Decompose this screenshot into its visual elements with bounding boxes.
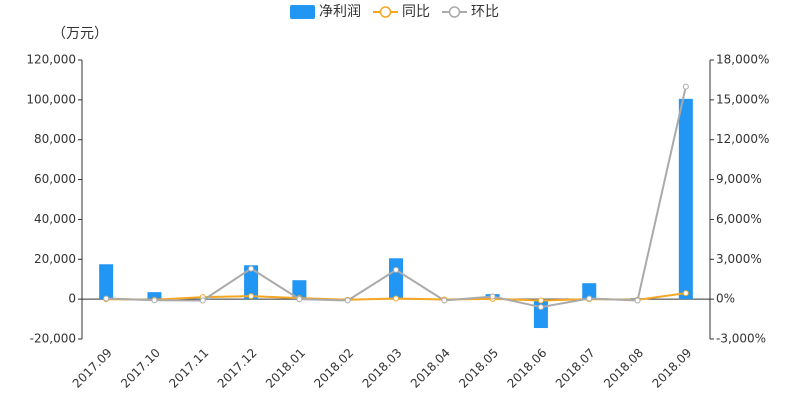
y2ticks-label: -3,000% xyxy=(716,332,766,346)
legend-swatch xyxy=(290,5,315,19)
line-point xyxy=(682,290,689,297)
x-tick-label: 2018.04 xyxy=(408,346,453,391)
legend-label: 同比 xyxy=(402,4,430,20)
yticks-label: 80,000 xyxy=(34,132,76,146)
x-tick-label: 2017.09 xyxy=(70,346,115,391)
y2ticks-label: 6,000% xyxy=(716,212,762,226)
y2ticks-label: 18,000% xyxy=(716,53,769,67)
line-point xyxy=(537,297,544,304)
x-tick-label: 2018.03 xyxy=(360,346,405,391)
line-point xyxy=(199,297,206,304)
x-tick-label: 2018.08 xyxy=(601,346,646,391)
line-point xyxy=(248,293,255,300)
y2ticks-label: 12,000% xyxy=(716,132,769,146)
yticks-label: 120,000 xyxy=(26,53,76,67)
yticks-label: 40,000 xyxy=(34,212,76,226)
x-tick-label: 2018.02 xyxy=(311,346,356,391)
x-tick-label: 2018.07 xyxy=(553,346,598,391)
yticks-label: 20,000 xyxy=(34,252,76,266)
yticks-label: -20,000 xyxy=(30,332,76,346)
x-tick-label: 2018.09 xyxy=(649,346,694,391)
line-point xyxy=(151,297,158,304)
line-point xyxy=(634,297,641,304)
y2ticks-label: 15,000% xyxy=(716,92,769,106)
bar xyxy=(244,265,259,300)
line-point xyxy=(682,83,689,90)
yticks-label: 100,000 xyxy=(26,92,76,106)
yticks-label: 60,000 xyxy=(34,172,76,186)
legend: 净利润 同比 环比 xyxy=(290,4,499,20)
bar xyxy=(582,283,597,300)
line-point xyxy=(296,296,303,303)
bar xyxy=(292,280,307,300)
legend-label: 净利润 xyxy=(319,4,361,20)
x-tick-label: 2018.01 xyxy=(263,346,308,391)
x-tick-label: 2018.06 xyxy=(505,346,550,391)
legend-label: 环比 xyxy=(471,4,499,20)
line-point xyxy=(393,295,399,302)
x-tick-label: 2017.12 xyxy=(215,346,260,391)
bar xyxy=(99,264,114,300)
bar xyxy=(533,299,548,329)
legend-swatch xyxy=(379,6,392,18)
bar xyxy=(678,98,693,300)
y2ticks-label: 0% xyxy=(716,292,735,306)
line-point xyxy=(586,295,593,302)
legend-swatch xyxy=(448,6,461,18)
yticks-label: 0 xyxy=(68,292,76,306)
bar xyxy=(389,258,403,300)
line-point xyxy=(537,304,544,311)
x-tick-label: 2018.05 xyxy=(456,346,501,391)
line-point xyxy=(248,265,255,272)
y2ticks-label: 3,000% xyxy=(716,252,762,266)
line-point xyxy=(489,293,496,300)
line-point xyxy=(441,297,448,304)
bar xyxy=(147,292,162,300)
unit-label: （万元） xyxy=(52,26,108,42)
line-point xyxy=(393,266,399,273)
y2ticks-label: 9,000% xyxy=(716,172,762,186)
line-point xyxy=(103,295,110,302)
line-point xyxy=(344,297,351,304)
x-tick-label: 2017.11 xyxy=(166,346,211,391)
x-tick-label: 2017.10 xyxy=(118,346,163,391)
